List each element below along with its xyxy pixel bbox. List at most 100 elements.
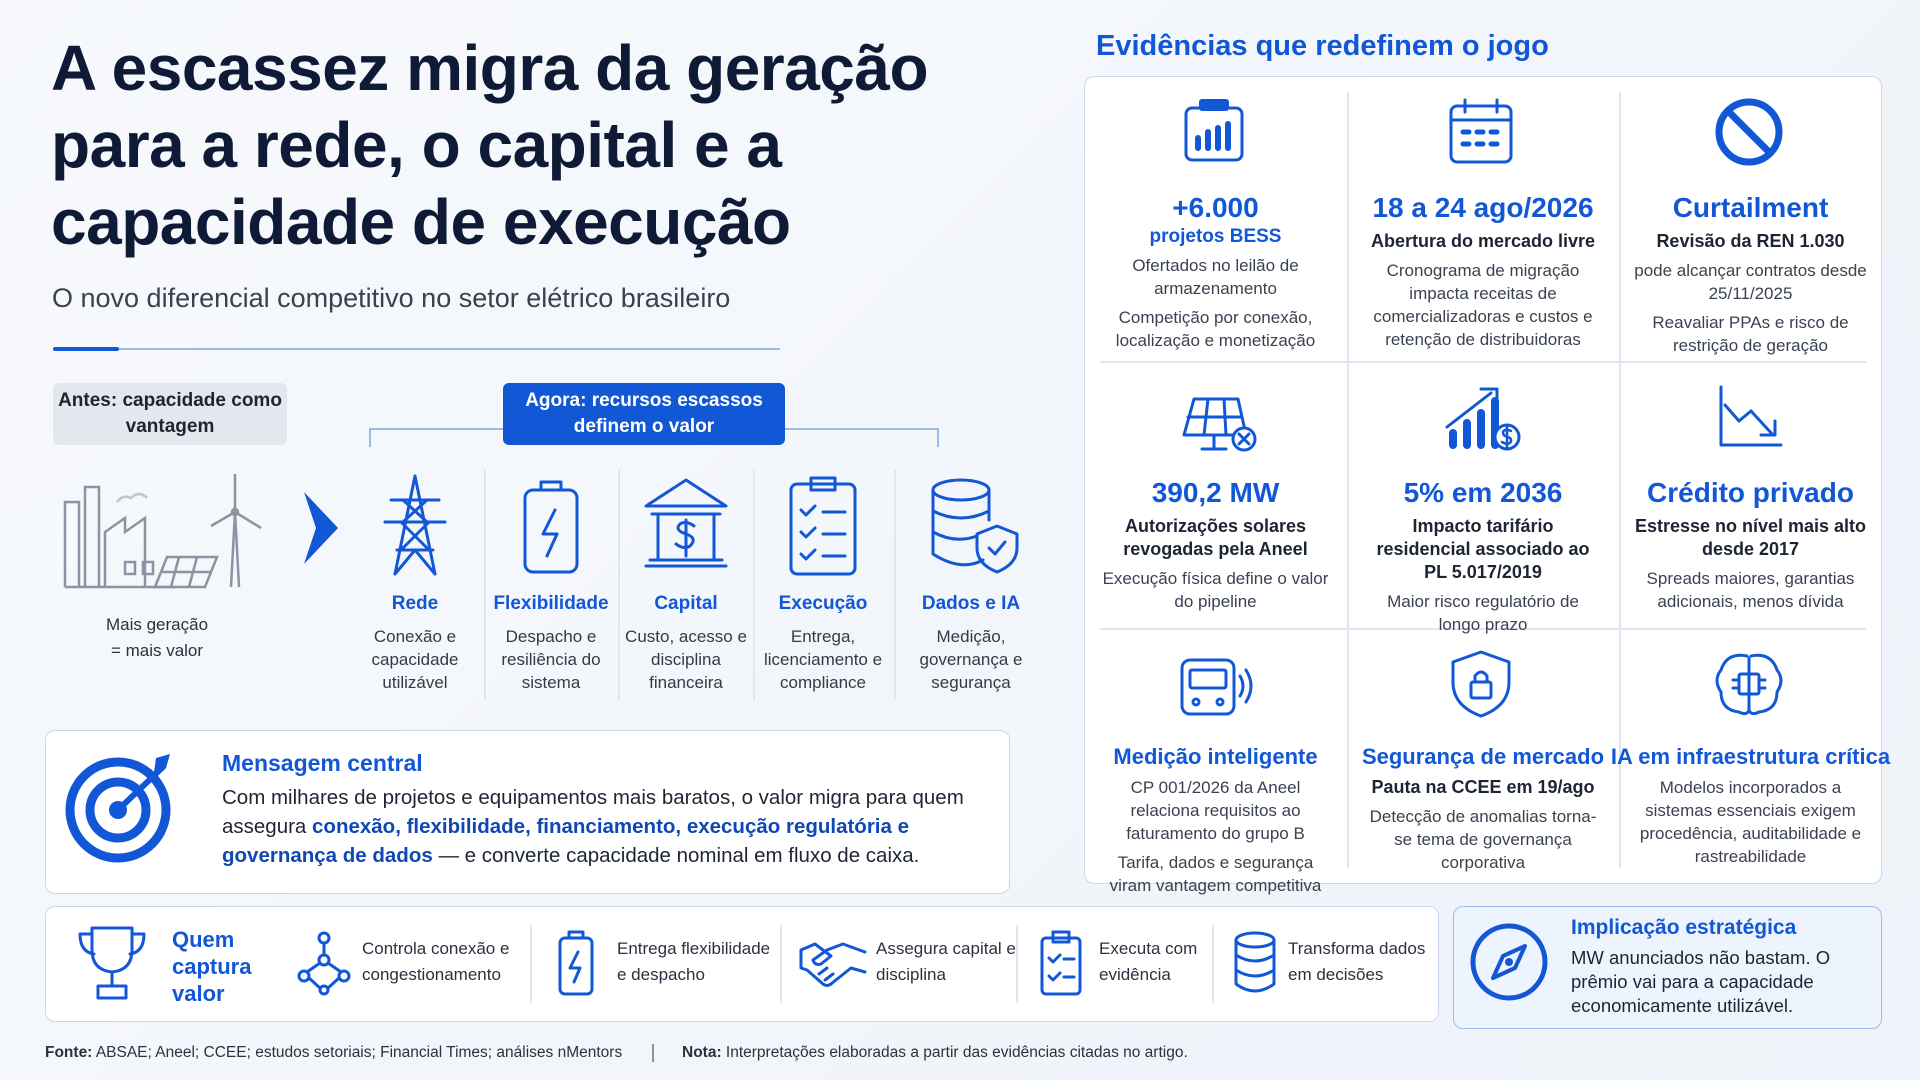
evidence-card: Medição inteligente CP 001/2026 da Aneel … bbox=[1084, 628, 1347, 895]
capture-title: Quem captura valor bbox=[172, 927, 252, 1006]
resource: Capital Custo, acesso e disciplina finan… bbox=[616, 470, 756, 694]
resource: Flexibilidade Despacho e resiliência do … bbox=[481, 470, 621, 694]
card-subtitle: projetos BESS bbox=[1149, 226, 1282, 247]
resource-title: Rede bbox=[391, 593, 439, 614]
message-box bbox=[45, 730, 1010, 894]
footer-text: ABSAE; Aneel; CCEE; estudos setoriais; F… bbox=[95, 1044, 623, 1061]
evidence-card: 390,2 MW Autorizações solares revogadas p… bbox=[1084, 361, 1347, 628]
footer-source: Fonte: ABSAE; Aneel; CCEE; estudos setor… bbox=[45, 1044, 622, 1062]
footer-note: Nota: Interpretações elaboradas a partir… bbox=[682, 1044, 1188, 1062]
icon bbox=[1180, 658, 1252, 716]
compass-icon bbox=[1470, 923, 1548, 1001]
trophy-icon bbox=[78, 926, 146, 1000]
evidence-card: 5% em 2036 Impacto tarifário residencial … bbox=[1347, 361, 1619, 634]
card-strong: Pauta na CCEE em 19/ago bbox=[1371, 777, 1595, 797]
target-icon bbox=[65, 754, 171, 863]
now-label: Agora: recursos escassos definem o valor bbox=[503, 383, 785, 445]
icon bbox=[1719, 385, 1782, 447]
card-headline: 390,2 MW bbox=[1151, 477, 1280, 508]
card-text: Reavaliar PPAs e risco de restrição de g… bbox=[1652, 313, 1849, 355]
card-strong: Estresse no nível mais alto desde 2017 bbox=[1634, 516, 1867, 559]
title-line: A escassez migra da geração bbox=[51, 32, 929, 104]
capture-item: Assegura capital e disciplina bbox=[876, 939, 1016, 984]
before-caption: Mais geração = mais valor bbox=[87, 612, 227, 664]
icon bbox=[523, 480, 579, 574]
database-icon bbox=[1234, 931, 1276, 993]
card-text: Ofertados no leilão de armazenamento bbox=[1132, 256, 1299, 298]
icon bbox=[1445, 387, 1521, 451]
icon bbox=[789, 476, 857, 576]
evidence-card: +6.000 projetos BESS Ofertados no leilão d… bbox=[1084, 76, 1347, 361]
message-body: Com milhares de projetos e equipamentos … bbox=[222, 783, 982, 870]
card-text: Cronograma de migração impacta receitas … bbox=[1373, 261, 1593, 349]
card-strong: Revisão da REN 1.030 bbox=[1656, 231, 1845, 251]
strategy-title: Implicação estratégica bbox=[1571, 916, 1797, 939]
network-icon bbox=[297, 931, 351, 996]
card-headline: +6.000 bbox=[1172, 192, 1259, 223]
card-headline: 18 a 24 ago/2026 bbox=[1372, 192, 1594, 223]
caption-line: = mais valor bbox=[110, 641, 204, 660]
icon bbox=[1184, 99, 1243, 162]
card-headline: Curtailment bbox=[1672, 192, 1829, 223]
caption-line: Mais geração bbox=[105, 615, 209, 634]
icon bbox=[1451, 650, 1511, 718]
handshake-icon bbox=[799, 942, 867, 987]
capture-item: Executa com evidência bbox=[1099, 939, 1198, 984]
capture-item: Controla conexão e congestionamento bbox=[362, 939, 510, 984]
resource: Execução Entrega, licenciamento e compli… bbox=[753, 470, 893, 694]
message-highlight: conexão, flexibilidade, financiamento, e… bbox=[222, 815, 910, 867]
separator bbox=[530, 925, 532, 1003]
evidence-title: Evidências que redefinem o jogo bbox=[1096, 30, 1549, 62]
card-headline: 5% em 2036 bbox=[1403, 477, 1563, 508]
resource-title: Execução bbox=[778, 593, 868, 614]
separator bbox=[1347, 92, 1349, 868]
strategy-text: MW anunciados não bastam. O prêmio vai p… bbox=[1571, 947, 1831, 1016]
card-text: Tarifa, dados e segurança viram vantagem… bbox=[1109, 853, 1322, 895]
strategy-box bbox=[1453, 906, 1882, 1029]
separator bbox=[1100, 628, 1866, 630]
card-text: pode alcançar contratos desde 25/11/2025 bbox=[1634, 261, 1867, 303]
evidence-panel bbox=[1084, 76, 1882, 884]
capture-item: Transforma dados em decisões bbox=[1288, 939, 1426, 984]
separator bbox=[1016, 925, 1018, 1003]
title-line: para a rede, o capital e a bbox=[51, 109, 782, 181]
icon bbox=[1182, 397, 1256, 452]
icon bbox=[1449, 98, 1513, 164]
footer-label: Fonte: bbox=[45, 1044, 93, 1061]
card-text: Detecção de anomalias torna-se tema de g… bbox=[1369, 807, 1597, 872]
separator bbox=[780, 925, 782, 1003]
evidence-card: IA em infraestrutura crítica Modelos inco… bbox=[1611, 628, 1890, 884]
resource-title: Flexibilidade bbox=[493, 593, 609, 614]
card-headline: Segurança de mercado bbox=[1361, 744, 1605, 769]
icon bbox=[931, 478, 1019, 574]
card-text: Execução física define o valor do pipeli… bbox=[1102, 569, 1329, 611]
separator bbox=[1619, 92, 1621, 868]
card-strong: Abertura do mercado livre bbox=[1370, 231, 1596, 251]
card-text: Modelos incorporados a sistemas essencia… bbox=[1639, 778, 1862, 866]
card-headline: IA em infraestrutura crítica bbox=[1610, 744, 1891, 769]
footer-separator bbox=[652, 1044, 654, 1062]
evidence-card: Curtailment Revisão da REN 1.030 pode alca… bbox=[1619, 76, 1882, 361]
resource: Rede Conexão e capacidade utilizável bbox=[345, 470, 485, 694]
resource-title: Capital bbox=[654, 593, 718, 614]
separator bbox=[753, 470, 755, 700]
card-headline: Medição inteligente bbox=[1113, 744, 1318, 769]
resource-title: Dados e IA bbox=[921, 593, 1021, 614]
capture-box bbox=[45, 906, 1439, 1022]
clipboard-icon bbox=[1040, 930, 1082, 996]
card-headline: Crédito privado bbox=[1647, 477, 1854, 508]
separator bbox=[618, 470, 620, 700]
separator bbox=[484, 470, 486, 700]
message-text: Com milhares de projetos e equipamentos … bbox=[222, 786, 964, 838]
separator bbox=[1100, 361, 1866, 363]
icon bbox=[644, 478, 728, 568]
generation-illustration bbox=[63, 474, 262, 589]
resource-desc: Custo, acesso e disciplina financeira bbox=[625, 627, 747, 692]
evidence-card: Segurança de mercado Pauta na CCEE em 19/… bbox=[1347, 628, 1619, 884]
message-text: — e converte capacidade nominal em fluxo… bbox=[432, 844, 920, 867]
title-line: capacidade de execução bbox=[51, 186, 791, 258]
card-strong: Autorizações solares revogadas pela Anee… bbox=[1123, 516, 1308, 559]
evidence-card: 18 a 24 ago/2026 Abertura do mercado livr… bbox=[1347, 76, 1619, 361]
card-text: CP 001/2026 da Aneel relaciona requisito… bbox=[1126, 778, 1305, 843]
